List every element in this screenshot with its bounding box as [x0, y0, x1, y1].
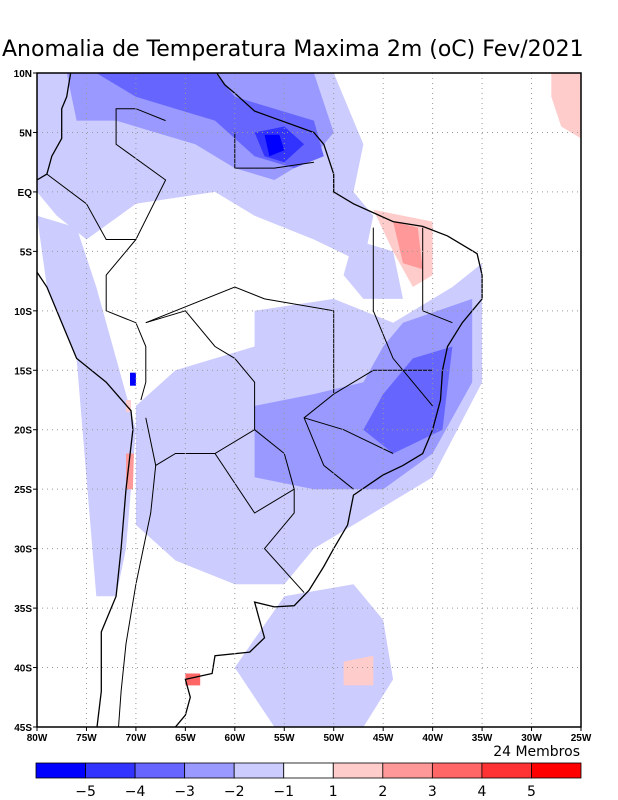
lon-label: 70W — [126, 733, 147, 744]
colorbar-swatch — [481, 762, 532, 779]
lon-label: 25W — [571, 733, 592, 744]
lon-label: 50W — [323, 733, 344, 744]
border-line — [234, 132, 314, 169]
lon-label: 45W — [373, 733, 394, 744]
colorbar-label: −2 — [224, 784, 245, 800]
lon-label: 30W — [521, 733, 542, 744]
lon-label: 60W — [225, 733, 246, 744]
border-line — [145, 286, 354, 490]
lon-label: 75W — [76, 733, 97, 744]
coastline — [37, 73, 483, 727]
colorbar-label: −4 — [125, 784, 146, 800]
colorbar-label: 1 — [329, 784, 338, 800]
colorbar-label: −5 — [75, 784, 96, 800]
map-title: Anomalia de Temperatura Maxima 2m (oC) F… — [2, 37, 584, 62]
lon-label: 65W — [175, 733, 196, 744]
colorbar-swatch — [283, 762, 334, 779]
map-frame — [36, 72, 582, 728]
colorbar-swatch — [233, 762, 285, 779]
colorbar-swatch — [431, 762, 483, 779]
lat-label: EQ — [18, 188, 33, 199]
lon-label: 40W — [422, 733, 443, 744]
colorbar-label: −1 — [273, 784, 294, 800]
border-line — [303, 417, 394, 454]
colorbar-label: −3 — [174, 784, 195, 800]
colorbar-label: 5 — [527, 784, 536, 800]
border-line — [118, 465, 157, 727]
colorbar-swatch — [332, 762, 384, 779]
colorbar-swatch — [35, 762, 86, 779]
colorbar-swatch — [134, 762, 186, 779]
colorbar-label: 2 — [378, 784, 387, 800]
border-line — [46, 108, 167, 240]
lon-label: 35W — [472, 733, 493, 744]
lat-label: 25S — [14, 485, 32, 496]
lat-label: 10S — [14, 307, 32, 318]
anomaly-region — [130, 372, 136, 386]
colorbar-swatch — [531, 762, 582, 779]
anomaly-region — [363, 346, 453, 454]
colorbar-swatch — [382, 762, 433, 779]
anomaly-region — [234, 584, 394, 727]
anomaly-region — [551, 73, 581, 139]
lon-label: 55W — [274, 733, 295, 744]
lat-label: 20S — [14, 426, 32, 437]
lon-label: 80W — [27, 733, 48, 744]
shading-layer — [37, 73, 581, 727]
colorbar-label: 4 — [477, 784, 486, 800]
border-line — [263, 489, 305, 593]
lat-label: 35S — [14, 604, 32, 615]
lat-label: 40S — [14, 664, 32, 675]
lat-label: 5S — [20, 247, 33, 258]
colorbar-label: 3 — [428, 784, 437, 800]
anomaly-region — [393, 221, 423, 270]
lat-label: 10N — [14, 69, 32, 80]
anomaly-region — [264, 134, 285, 157]
colorbar-swatch — [85, 762, 136, 779]
colorbar-swatch — [184, 762, 235, 779]
lat-label: 45S — [14, 723, 32, 734]
lat-label: 30S — [14, 545, 32, 556]
lat-label: 15S — [14, 366, 32, 377]
anomaly-region — [254, 298, 473, 490]
border-line — [372, 227, 433, 407]
lat-label: 5N — [19, 128, 32, 139]
anomaly-region — [343, 655, 374, 686]
border-line — [105, 239, 147, 401]
anomaly-region — [126, 453, 134, 490]
border-line — [145, 310, 256, 467]
anomaly-region — [37, 215, 136, 597]
members-label: 24 Membros — [493, 744, 580, 760]
